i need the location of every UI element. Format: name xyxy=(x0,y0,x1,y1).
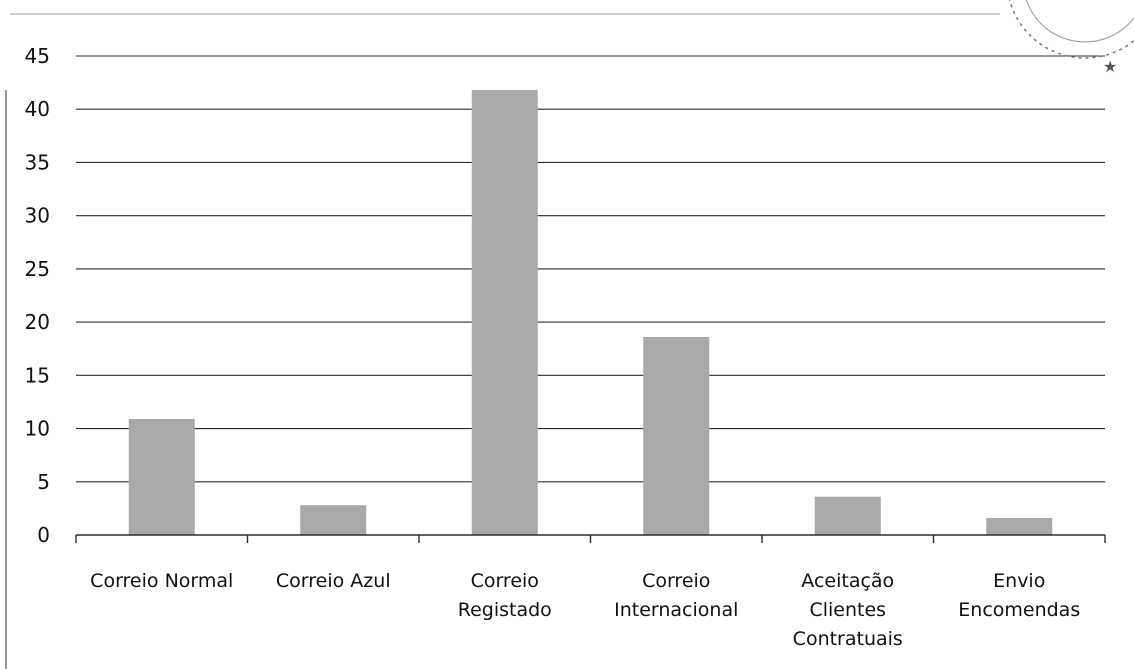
bar xyxy=(300,505,367,535)
x-category-label: Correio Internacional xyxy=(614,570,738,621)
y-tick-label: 30 xyxy=(25,204,50,228)
y-tick-label: 15 xyxy=(25,363,50,387)
bar xyxy=(814,496,881,535)
x-category-label: Envio Encomendas xyxy=(958,570,1080,621)
x-category-label-line: Encomendas xyxy=(958,599,1080,621)
bars xyxy=(128,90,1053,535)
x-category-label-line: Registado xyxy=(458,599,552,621)
x-axis-category-labels: Correio Normal Correio Azul Correio Regista… xyxy=(90,570,1080,650)
y-tick-label: 10 xyxy=(25,417,50,441)
x-category-label-line: Correio xyxy=(471,570,539,592)
x-category-label-line: Clientes xyxy=(809,599,886,621)
x-category-label-line: Correio xyxy=(642,570,710,592)
y-tick-label: 45 xyxy=(25,44,50,68)
y-tick-label: 40 xyxy=(25,97,50,121)
y-tick-label: 35 xyxy=(25,150,50,174)
gridlines xyxy=(76,55,1105,483)
stamp-seal: ★ xyxy=(1008,0,1134,76)
y-tick-label: 0 xyxy=(37,523,50,547)
x-category-label-line: Correio Normal xyxy=(90,570,233,592)
x-category-label-line: Envio xyxy=(993,570,1045,592)
y-tick-label: 25 xyxy=(25,257,50,281)
x-category-label: Correio Azul xyxy=(276,570,391,592)
x-category-label: Aceitação Clientes Contratuais xyxy=(793,570,903,650)
x-category-label-line: Internacional xyxy=(614,599,738,621)
x-category-label-line: Aceitação xyxy=(801,570,894,592)
bar xyxy=(471,90,538,535)
bar xyxy=(128,418,195,535)
y-tick-label: 20 xyxy=(25,310,50,334)
x-category-label-line: Correio Azul xyxy=(276,570,391,592)
x-category-label-line: Contratuais xyxy=(793,628,903,650)
bar xyxy=(986,517,1053,535)
y-tick-label: 5 xyxy=(37,470,50,494)
x-category-label: Correio Normal xyxy=(90,570,233,592)
y-axis-ticks: 0 5 10 15 20 25 30 35 40 45 xyxy=(25,44,50,547)
x-axis xyxy=(75,534,1106,543)
x-category-label: Correio Registado xyxy=(458,570,552,621)
svg-text:★: ★ xyxy=(1103,57,1117,76)
bar xyxy=(643,337,710,535)
